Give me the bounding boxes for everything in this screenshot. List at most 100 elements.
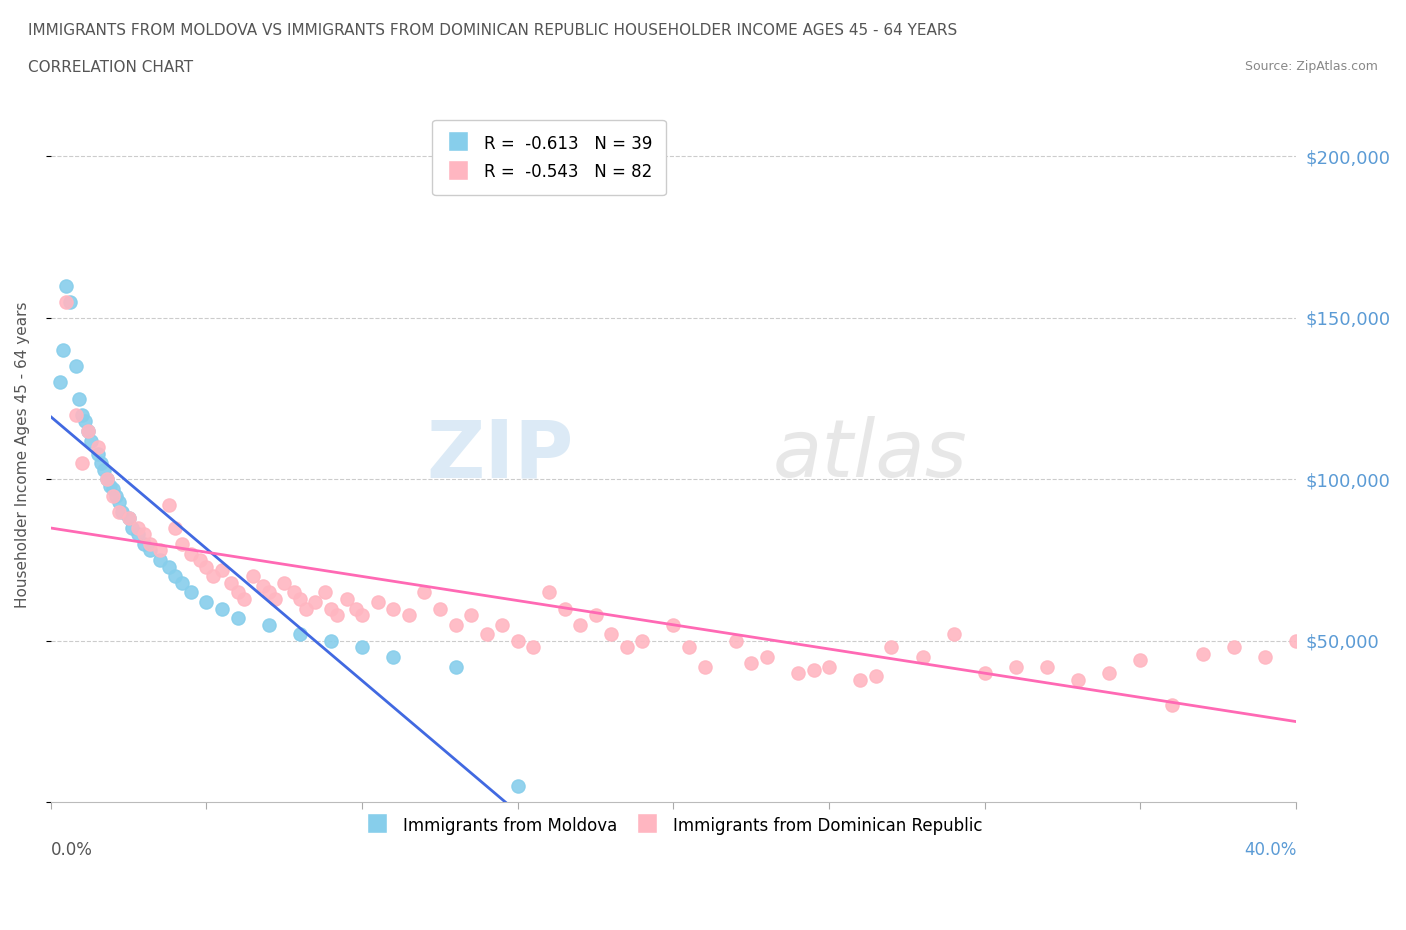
Point bbox=[693, 659, 716, 674]
Point bbox=[314, 585, 336, 600]
Point bbox=[96, 472, 118, 486]
Point bbox=[662, 618, 685, 632]
Point bbox=[195, 594, 218, 609]
Point bbox=[139, 543, 162, 558]
Point bbox=[444, 659, 467, 674]
Point bbox=[413, 585, 436, 600]
Point bbox=[127, 526, 149, 541]
Point bbox=[65, 359, 87, 374]
Point bbox=[226, 611, 249, 626]
Point bbox=[242, 569, 264, 584]
Y-axis label: Householder Income Ages 45 - 64 years: Householder Income Ages 45 - 64 years bbox=[15, 302, 30, 608]
Point bbox=[121, 521, 143, 536]
Point bbox=[80, 433, 103, 448]
Point bbox=[304, 594, 326, 609]
Point bbox=[1098, 666, 1121, 681]
Point bbox=[295, 601, 318, 616]
Point bbox=[188, 552, 211, 567]
Text: CORRELATION CHART: CORRELATION CHART bbox=[28, 60, 193, 75]
Point bbox=[506, 778, 529, 793]
Point bbox=[101, 482, 124, 497]
Point bbox=[90, 456, 112, 471]
Point bbox=[631, 633, 654, 648]
Point bbox=[1223, 640, 1246, 655]
Point bbox=[1254, 649, 1277, 664]
Point bbox=[264, 591, 287, 606]
Legend: Immigrants from Moldova, Immigrants from Dominican Republic: Immigrants from Moldova, Immigrants from… bbox=[359, 809, 988, 843]
Point bbox=[973, 666, 995, 681]
Point bbox=[226, 585, 249, 600]
Point bbox=[326, 607, 349, 622]
Point bbox=[221, 576, 243, 591]
Point bbox=[180, 585, 202, 600]
Point bbox=[118, 511, 141, 525]
Point bbox=[98, 478, 121, 493]
Point bbox=[157, 559, 180, 574]
Point bbox=[101, 488, 124, 503]
Point bbox=[96, 472, 118, 486]
Text: ZIP: ZIP bbox=[426, 416, 574, 494]
Point bbox=[118, 511, 141, 525]
Point bbox=[787, 666, 810, 681]
Point bbox=[58, 294, 80, 309]
Point bbox=[288, 627, 311, 642]
Point bbox=[134, 526, 156, 541]
Point bbox=[86, 446, 108, 461]
Point bbox=[288, 591, 311, 606]
Point bbox=[344, 601, 367, 616]
Point bbox=[127, 521, 149, 536]
Point bbox=[740, 656, 762, 671]
Text: 40.0%: 40.0% bbox=[1244, 842, 1296, 859]
Point bbox=[139, 537, 162, 551]
Point bbox=[232, 591, 254, 606]
Point bbox=[257, 618, 280, 632]
Point bbox=[537, 585, 560, 600]
Point bbox=[65, 407, 87, 422]
Point bbox=[49, 375, 72, 390]
Point bbox=[67, 392, 90, 406]
Point bbox=[77, 423, 100, 438]
Point bbox=[398, 607, 420, 622]
Point bbox=[522, 640, 544, 655]
Point bbox=[803, 662, 825, 677]
Point bbox=[77, 423, 100, 438]
Point bbox=[367, 594, 389, 609]
Point bbox=[70, 407, 93, 422]
Point bbox=[252, 578, 274, 593]
Text: IMMIGRANTS FROM MOLDOVA VS IMMIGRANTS FROM DOMINICAN REPUBLIC HOUSEHOLDER INCOME: IMMIGRANTS FROM MOLDOVA VS IMMIGRANTS FR… bbox=[28, 23, 957, 38]
Point bbox=[1191, 646, 1213, 661]
Point bbox=[942, 627, 965, 642]
Point bbox=[111, 504, 134, 519]
Point bbox=[257, 585, 280, 600]
Point bbox=[444, 618, 467, 632]
Point bbox=[1005, 659, 1028, 674]
Point bbox=[880, 640, 903, 655]
Point bbox=[818, 659, 841, 674]
Point bbox=[108, 504, 131, 519]
Point bbox=[585, 607, 607, 622]
Point bbox=[170, 537, 193, 551]
Point bbox=[1036, 659, 1059, 674]
Point bbox=[319, 601, 342, 616]
Point bbox=[105, 488, 128, 503]
Point bbox=[724, 633, 747, 648]
Point bbox=[165, 521, 187, 536]
Point bbox=[283, 585, 305, 600]
Point bbox=[201, 569, 224, 584]
Point bbox=[491, 618, 513, 632]
Point bbox=[134, 537, 156, 551]
Point bbox=[849, 672, 872, 687]
Point bbox=[170, 576, 193, 591]
Point bbox=[1285, 633, 1308, 648]
Point bbox=[70, 456, 93, 471]
Point bbox=[382, 649, 405, 664]
Point bbox=[352, 607, 374, 622]
Point bbox=[554, 601, 576, 616]
Point bbox=[865, 669, 887, 684]
Point bbox=[149, 543, 172, 558]
Point bbox=[755, 649, 778, 664]
Text: atlas: atlas bbox=[773, 416, 967, 494]
Point bbox=[678, 640, 700, 655]
Point bbox=[52, 343, 75, 358]
Point bbox=[352, 640, 374, 655]
